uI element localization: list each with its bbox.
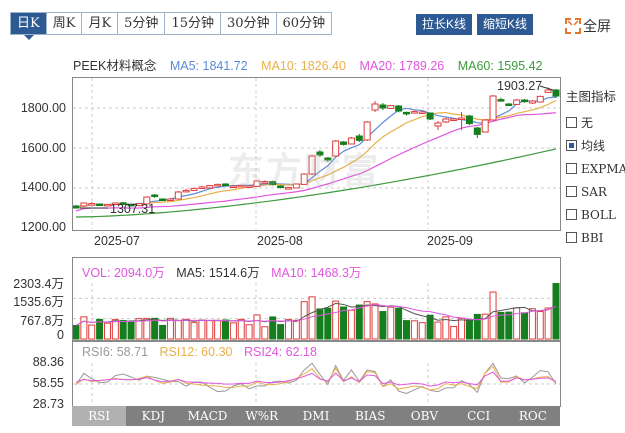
- volume-chart-frame: [72, 257, 561, 342]
- min-price-label: 1307.31: [110, 202, 156, 216]
- checkbox[interactable]: [566, 117, 577, 128]
- y-tick-1400: 1400.00: [20, 180, 66, 194]
- main-legend: PEEK材料概念 MA5: 1841.72 MA10: 1826.40 MA20…: [73, 55, 553, 74]
- index-name: PEEK材料概念: [73, 59, 157, 73]
- option-bbi[interactable]: BBI: [566, 226, 625, 249]
- vol-y-tick-2: 1535.6万: [13, 295, 64, 309]
- vol-value: VOL: 2094.0万: [82, 266, 165, 280]
- checkbox[interactable]: [566, 163, 577, 174]
- rsi12-value: RSI12: 60.30: [159, 345, 233, 359]
- max-price-label: 1903.27: [497, 79, 543, 93]
- checkbox[interactable]: [566, 209, 577, 220]
- y-tick-1600: 1600.00: [20, 141, 66, 155]
- tab-rsi[interactable]: RSI: [72, 406, 127, 426]
- ma10-value: MA10: 1826.40: [261, 59, 346, 73]
- tab-monthly-k[interactable]: 月K: [82, 13, 119, 34]
- indicator-tabs: RSI KDJ MACD W%R DMI BIAS OBV CCI ROC: [72, 406, 560, 426]
- option-boll[interactable]: BOLL: [566, 203, 625, 226]
- x-tick-2025-09: 2025-09: [427, 234, 473, 248]
- option-label: BBI: [581, 230, 604, 245]
- option-label: 无: [581, 116, 594, 130]
- tab-kdj[interactable]: KDJ: [141, 409, 166, 423]
- option-expma[interactable]: EXPMA: [566, 157, 625, 180]
- option-none[interactable]: 无: [566, 111, 625, 134]
- tab-dmi[interactable]: DMI: [302, 409, 330, 423]
- x-tick-2025-07: 2025-07: [94, 234, 140, 248]
- ma60-value: MA60: 1595.42: [457, 59, 543, 73]
- rsi6-value: RSI6: 58.71: [82, 345, 149, 359]
- option-label: 均线: [581, 139, 606, 153]
- expand-icon: [565, 18, 581, 34]
- checkbox[interactable]: [566, 232, 577, 243]
- rsi-y-tick-low: 28.73: [32, 397, 64, 411]
- option-label: BOLL: [581, 207, 616, 222]
- y-tick-1800: 1800.00: [20, 101, 66, 115]
- tab-daily-k[interactable]: 日K: [11, 13, 47, 40]
- vol-y-tick-0: 0: [57, 328, 64, 342]
- rsi24-value: RSI24: 62.18: [243, 345, 317, 359]
- tab-15min[interactable]: 15分钟: [165, 13, 221, 34]
- watermark: 东方财富: [228, 150, 381, 191]
- vol-ma10-value: MA10: 1468.3万: [271, 266, 362, 280]
- indicator-panel-title: 主图指标: [566, 90, 617, 104]
- tab-wr[interactable]: W%R: [245, 409, 279, 423]
- option-label: EXPMA: [581, 161, 625, 176]
- period-tabs: 日K 周K 月K 5分钟 15分钟 30分钟 60分钟: [10, 12, 333, 40]
- ma20-value: MA20: 1789.26: [359, 59, 445, 73]
- main-chart-frame: [72, 77, 561, 231]
- indicator-panel: 主图指标 无 均线 EXPMA SAR BOLL BBI: [566, 86, 625, 249]
- tab-cci[interactable]: CCI: [467, 409, 491, 423]
- checkbox[interactable]: [566, 186, 577, 197]
- tab-roc[interactable]: ROC: [518, 409, 547, 423]
- fullscreen-button[interactable]: 全屏: [565, 16, 611, 36]
- stretch-kline-button[interactable]: 拉长K线: [416, 14, 473, 35]
- fullscreen-label: 全屏: [583, 18, 611, 34]
- tab-30min[interactable]: 30分钟: [220, 13, 277, 34]
- x-tick-2025-08: 2025-08: [257, 234, 303, 248]
- tab-60min[interactable]: 60分钟: [276, 13, 332, 34]
- vol-y-tick-1: 767.8万: [20, 314, 64, 328]
- rsi-y-tick-mid: 58.55: [32, 376, 64, 390]
- tab-obv[interactable]: OBV: [410, 409, 439, 423]
- y-tick-1200: 1200.00: [20, 220, 66, 234]
- tab-5min[interactable]: 5分钟: [118, 13, 166, 34]
- vol-y-tick-max: 2303.4万: [13, 277, 64, 291]
- tab-weekly-k[interactable]: 周K: [46, 13, 83, 34]
- option-ma[interactable]: 均线: [566, 134, 625, 157]
- vol-ma5-value: MA5: 1514.6万: [176, 266, 260, 280]
- volume-legend: VOL: 2094.0万 MA5: 1514.6万 MA10: 1468.3万: [82, 262, 369, 281]
- tab-macd[interactable]: MACD: [187, 409, 228, 423]
- rsi-y-tick-high: 88.36: [32, 355, 64, 369]
- checkbox-checked[interactable]: [566, 140, 577, 151]
- tab-bias[interactable]: BIAS: [354, 409, 386, 423]
- rsi-legend: RSI6: 58.71 RSI12: 60.30 RSI24: 62.18: [82, 345, 325, 359]
- ma5-value: MA5: 1841.72: [169, 59, 248, 73]
- shrink-kline-button[interactable]: 缩短K线: [477, 14, 534, 35]
- option-label: SAR: [581, 184, 607, 199]
- option-sar[interactable]: SAR: [566, 180, 625, 203]
